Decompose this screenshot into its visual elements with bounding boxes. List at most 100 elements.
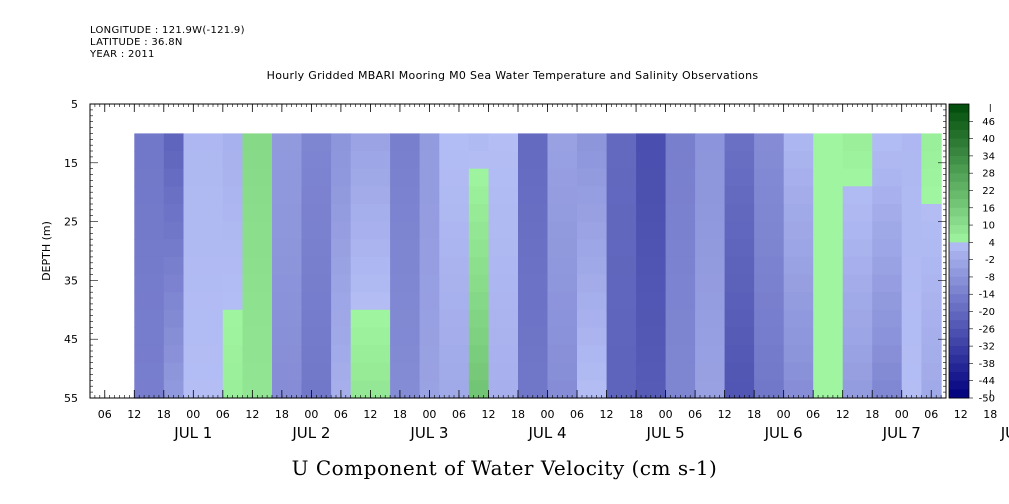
heatmap-cell [665,221,696,240]
heatmap-cell [577,239,608,258]
heatmap-cell [183,362,224,381]
heatmap-cell [754,345,785,364]
heatmap-cell [222,309,244,328]
heatmap-cell [390,292,421,311]
heatmap-cell [783,380,814,399]
heatmap-cell [842,239,873,258]
heatmap-cell [724,327,755,346]
heatmap-cell [695,309,726,328]
heatmap-cell [301,239,332,258]
colorbar-band [949,164,969,174]
heatmap-cell [783,151,814,170]
heatmap-cell [754,168,785,187]
heatmap-cell [636,380,667,399]
heatmap-cell [636,168,667,187]
heatmap-cell [134,256,165,276]
colorbar-band [949,363,969,373]
heatmap-cell [183,345,224,364]
heatmap-cell [577,292,608,311]
heatmap-cell [813,274,844,293]
heatmap-cell [222,380,244,399]
x-day-label: JUL 3 [409,424,448,442]
heatmap-cell [606,186,637,205]
heatmap-cell [724,151,755,170]
heatmap-cell [331,380,352,399]
heatmap-cell [606,256,637,276]
heatmap-cell [783,186,814,205]
heatmap-cell [872,309,903,328]
heatmap-cell [872,133,903,152]
colorbar-label: -44 [979,376,995,387]
heatmap-cell [872,292,903,311]
colorbar-band [949,233,969,243]
heatmap-cell [468,133,490,152]
heatmap-cell [606,362,637,381]
x-tick-label: 06 [216,408,230,421]
colorbar-band [949,354,969,364]
heatmap-cell [518,327,549,346]
heatmap-cell [242,345,273,364]
heatmap-cell [163,239,185,258]
heatmap-cell [222,274,244,293]
heatmap-cell [488,292,519,311]
heatmap-cell [921,345,942,364]
heatmap-cell [921,239,942,258]
heatmap-cell [331,186,352,205]
heatmap-cell [183,327,224,346]
heatmap-cell [547,292,578,311]
heatmap-cell [163,274,185,293]
x-tick-label: 06 [806,408,820,421]
heatmap-cell [468,327,490,346]
heatmap-cell [842,292,873,311]
heatmap-cell [724,345,755,364]
heatmap-cell [636,327,667,346]
heatmap-cell [419,221,440,240]
x-day-label: JUL 5 [646,424,685,442]
heatmap-cell [921,151,942,170]
heatmap-cell [547,204,578,223]
heatmap-cell [577,256,608,276]
heatmap-cell [695,292,726,311]
heatmap-cell [606,239,637,258]
heatmap-cell [439,186,470,205]
colorbar-label: 28 [982,169,995,180]
heatmap-cell [665,380,696,399]
heatmap-cell [419,256,440,276]
heatmap-cell [331,151,352,170]
heatmap-cell [272,345,303,364]
heatmap-cell [921,380,942,399]
heatmap-cell [222,186,244,205]
heatmap-cell [547,274,578,293]
heatmap-cell [577,327,608,346]
heatmap-cell [921,204,942,223]
heatmap-cell [665,256,696,276]
heatmap-cell [518,204,549,223]
heatmap-cell [301,151,332,170]
x-tick-label: 18 [275,408,289,421]
heatmap-cell [518,186,549,205]
heatmap-cell [183,221,224,240]
heatmap-cell [842,327,873,346]
colorbar-band [949,129,969,139]
heatmap-cell [901,362,922,381]
heatmap-cell [350,380,391,399]
heatmap-cell [183,292,224,311]
colorbar-band [949,337,969,347]
heatmap-cell [921,221,942,240]
colorbar-band [949,181,969,191]
heatmap-cell [547,309,578,328]
heatmap-cell [921,292,942,311]
axes: 06 12 18 00 06 12 18 00 06 12 18 00 06 12 18 00 06 12 18 00… [40,98,1009,442]
heatmap-cell [606,380,637,399]
x-tick-label: 12 [954,408,968,421]
heatmap-cell [222,151,244,170]
heatmap-cell [488,168,519,187]
heatmap-cell [439,327,470,346]
heatmap-cell [724,133,755,152]
heatmap-cell [606,292,637,311]
heatmap-cell [468,292,490,311]
heatmap-cell [468,380,490,399]
colorbar-band [949,147,969,157]
heatmap-cell [301,327,332,346]
heatmap-cell [665,327,696,346]
